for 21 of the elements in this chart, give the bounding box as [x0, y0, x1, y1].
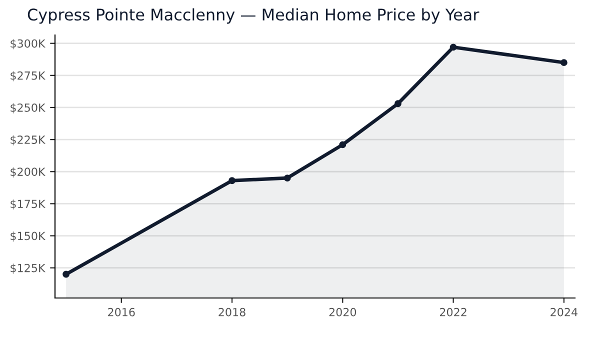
chart-title: Cypress Pointe Macclenny — Median Home Price by Year — [28, 8, 480, 24]
y-tick-label: $150K — [10, 232, 46, 242]
x-tick-label: 2020 — [329, 308, 356, 316]
point — [560, 59, 568, 66]
point — [394, 100, 402, 108]
x-tick-label: 2016 — [108, 308, 135, 316]
x-tick-label: 2024 — [550, 308, 578, 316]
point — [228, 177, 236, 184]
point — [450, 44, 457, 51]
y-tick-label: $125K — [10, 264, 46, 274]
x-tick-label: 2018 — [218, 308, 246, 316]
y-tick-label: $225K — [10, 135, 46, 146]
y-tick-label: $200K — [10, 167, 46, 178]
point — [284, 174, 291, 182]
point — [62, 270, 70, 278]
y-tick-label: $300K — [10, 39, 46, 50]
y-tick-label: $250K — [10, 103, 46, 114]
y-tick-label: $175K — [10, 199, 46, 210]
y-tick-label: $275K — [10, 71, 46, 82]
x-tick-label: 2022 — [440, 308, 466, 316]
point — [339, 141, 346, 148]
